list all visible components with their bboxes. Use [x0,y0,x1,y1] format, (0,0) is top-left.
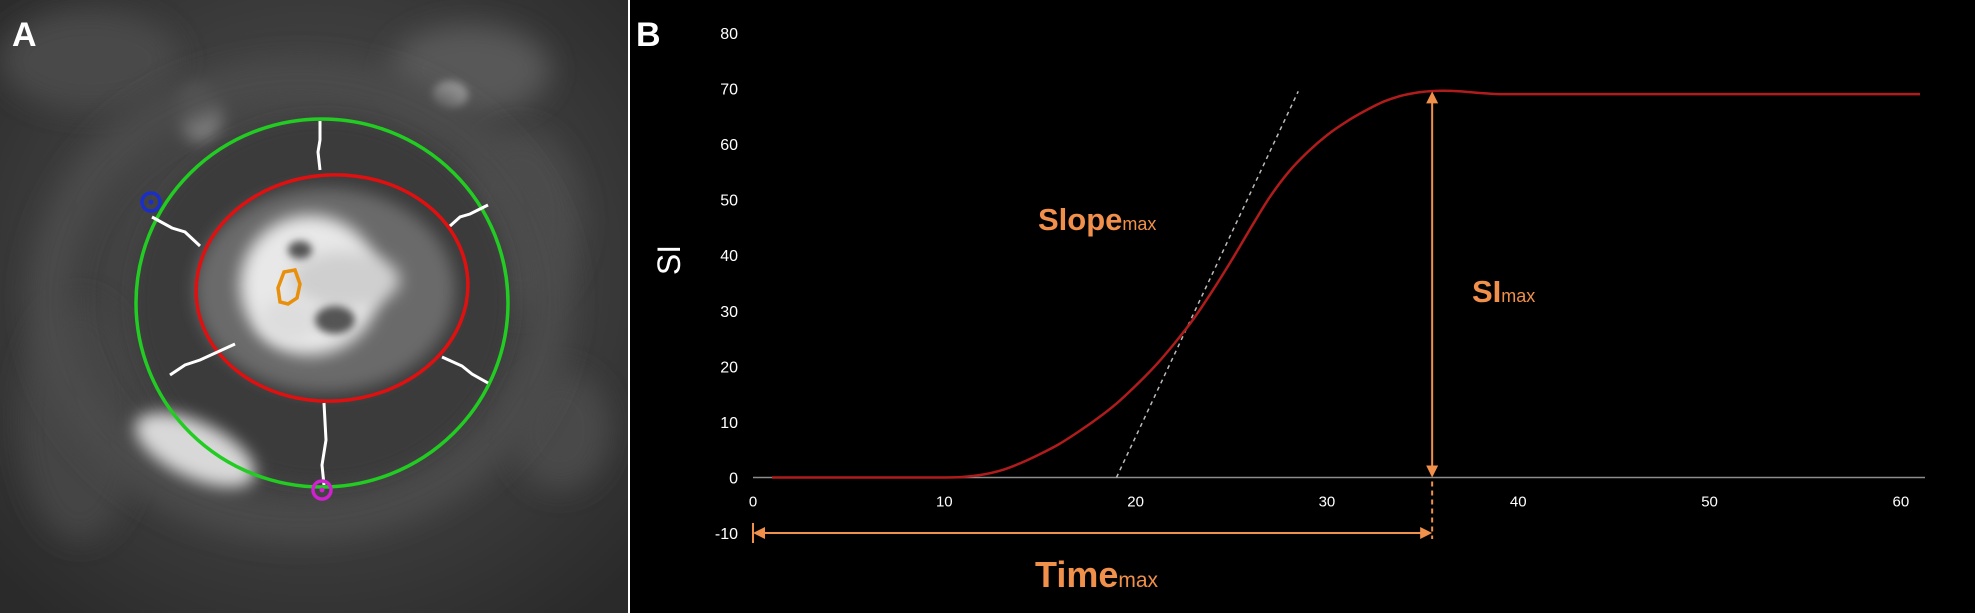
anterior-marker [140,191,162,213]
y-tick-label: 80 [720,26,738,43]
y-tick-label: 40 [720,248,738,265]
x-tick-label: 30 [1319,493,1336,510]
si-max-arrowhead-top [1426,91,1439,104]
panel-a-label: A [12,16,37,54]
chart-panel: 0 10 20 30 40 50 60 80 70 60 50 40 30 20 10 0 -10 SI Slope… [630,0,1975,613]
inferior-marker [311,479,333,501]
max-slope-tangent [1115,91,1299,478]
y-tick-label: 30 [720,304,738,321]
slope-max-label: Slopemax [1038,202,1156,237]
y-tick-label: 0 [729,470,738,487]
y-tick-label: 10 [720,415,738,432]
time-max-arrowhead-right [1420,527,1433,539]
mri-panel: A [0,0,628,613]
signal-intensity-chart: 0 10 20 30 40 50 60 80 70 60 50 40 30 20 10 0 -10 SI Slope… [651,26,1925,595]
si-max-label: SImax [1472,274,1535,309]
y-tick-label: 60 [720,137,738,154]
time-max-arrowhead-left [753,527,765,539]
panel-b-label: B [636,16,661,54]
anterior-marker-dot [148,199,154,205]
y-axis-label: SI [651,245,687,275]
signal-intensity-curve [772,89,1920,479]
x-tick-label: 0 [749,493,757,510]
blood-pool-roi [276,268,302,306]
endocardial-contour [194,173,470,403]
cardiac-mri-image [0,0,628,613]
segment-lines [151,121,489,486]
y-tick-label: 70 [720,82,738,99]
x-tick-label: 20 [1127,493,1144,510]
epicardial-contour [134,117,510,489]
x-tick-label: 10 [936,493,953,510]
x-tick-label: 50 [1701,493,1718,510]
y-tick-label: 50 [720,193,738,210]
inferior-marker-dot [319,487,325,493]
time-max-label: Timemax [1035,554,1159,595]
y-tick-label: 20 [720,359,738,376]
x-tick-label: 40 [1510,493,1527,510]
x-tick-label: 60 [1893,493,1910,510]
si-max-arrowhead-bottom [1426,465,1439,478]
y-tick-label: -10 [715,526,738,543]
